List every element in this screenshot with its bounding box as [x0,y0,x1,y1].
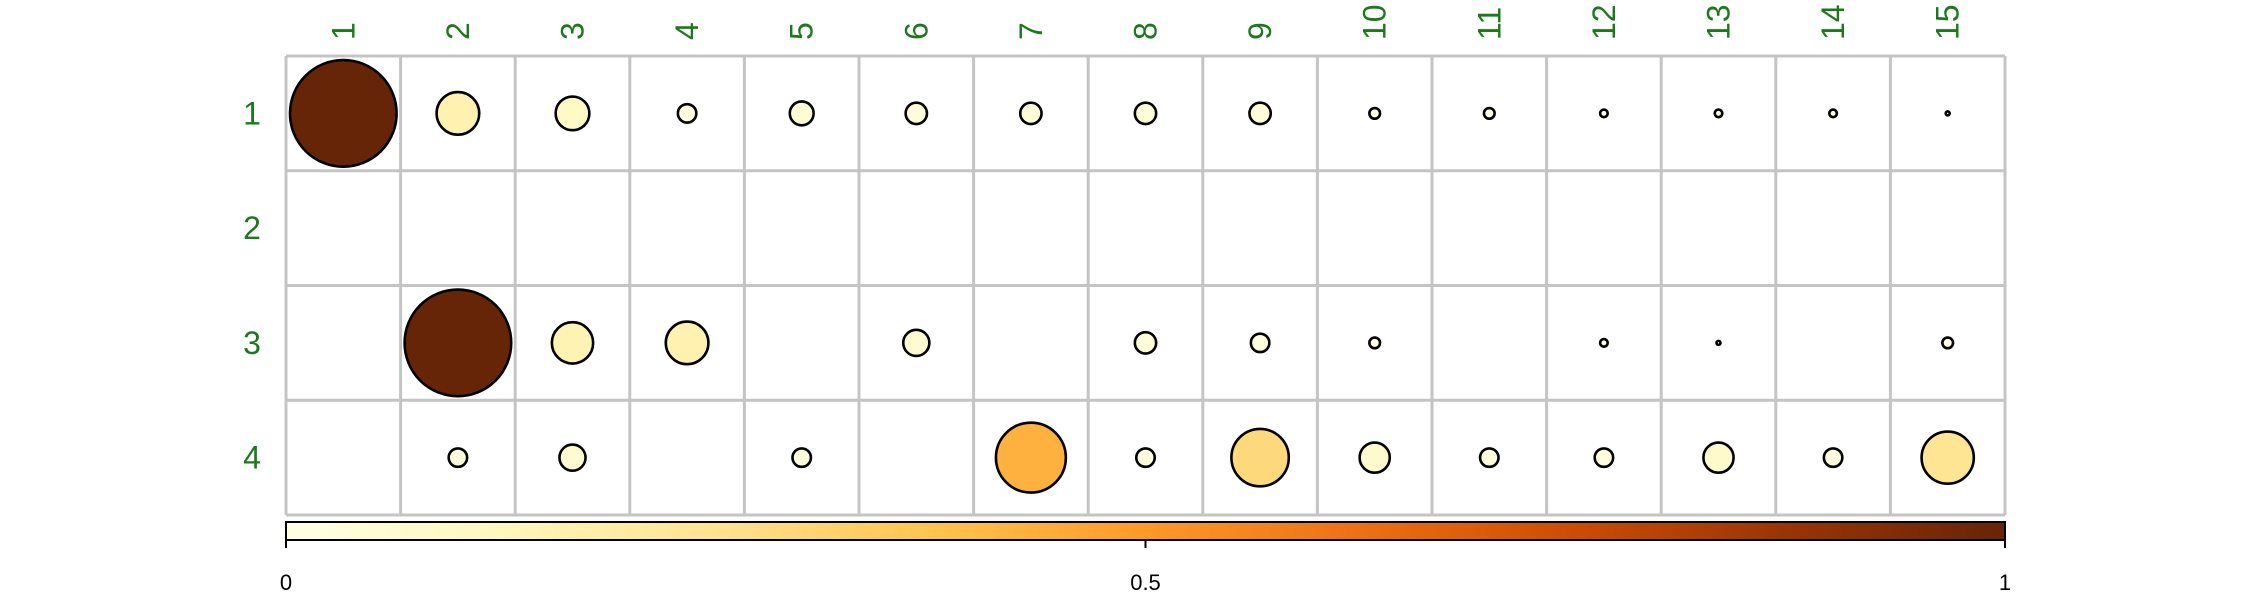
bubble-r4-c8 [1134,447,1157,469]
column-label: 9 [1242,22,1278,40]
bubble-r4-c12 [1593,447,1615,469]
row-label: 2 [243,210,261,246]
bubble-r1-c5 [788,100,815,127]
bubble-r3-c15 [1941,336,1955,350]
colorbar-tick-label: 0 [280,570,292,595]
bubble-r1-c8 [1133,101,1158,126]
column-label: 6 [898,22,934,40]
row-label: 4 [243,440,261,476]
column-label: 5 [784,22,820,40]
bubble-r3-c13 [1715,339,1722,347]
row-label: 1 [243,95,261,131]
column-label: 12 [1586,4,1622,40]
bubble-r4-c14 [1822,447,1844,469]
column-label: 11 [1471,7,1507,40]
bubble-r4-c10 [1358,441,1392,475]
bubble-r3-c8 [1133,330,1158,355]
column-label: 2 [440,22,476,40]
bubble-r1-c1 [288,58,398,168]
bubble-r1-c14 [1828,108,1839,119]
bubble-r1-c9 [1248,101,1273,126]
colorbar-tick-label: 0.5 [1130,570,1161,595]
bubble-r4-c3 [558,443,587,472]
bubble-r4-c11 [1478,447,1500,469]
colorbar-tick-label: 1 [1999,570,2011,595]
bubble-r1-c15 [1944,110,1951,117]
bubble-r4-c7 [994,421,1068,494]
column-label: 13 [1701,4,1737,40]
bubble-r4-c9 [1230,427,1291,488]
bubble-r3-c9 [1249,332,1271,354]
column-label: 10 [1357,4,1393,40]
column-label: 7 [1013,22,1049,40]
bubble-r1-c7 [1018,101,1043,126]
row-label: 3 [243,325,261,361]
bubble-r1-c13 [1713,108,1724,119]
bubble-r1-c10 [1368,106,1382,121]
bubble-r3-c4 [664,320,710,366]
bubble-r1-c12 [1598,108,1609,119]
column-label: 1 [325,22,361,40]
colorbar: 0 0.5 1 [280,521,2011,595]
bubble-r1-c6 [904,101,929,126]
bubble-r4-c15 [1920,430,1976,486]
column-label: 8 [1128,22,1164,40]
column-label: 3 [555,22,591,40]
bubbles [288,58,1976,494]
bubble-r4-c5 [791,447,813,469]
bubble-r1-c11 [1482,106,1496,121]
row-labels: 1 2 3 4 [243,95,261,475]
column-label: 4 [669,22,705,40]
bubble-r1-c3 [554,95,591,132]
bubble-r4-c13 [1702,441,1735,475]
colorbar-bar [285,521,2006,541]
bubble-r3-c3 [550,320,595,365]
bubble-r3-c6 [901,328,931,358]
bubble-r4-c2 [447,447,469,469]
column-label: 15 [1930,4,1966,40]
grid [284,54,2007,517]
bubble-r1-c2 [435,90,481,136]
column-label: 14 [1815,4,1851,40]
bubble-r3-c2 [403,288,513,398]
bubble-r1-c4 [676,102,698,124]
column-labels: 1 2 3 4 5 6 7 8 9 10 11 12 13 14 15 [325,4,1965,40]
bubble-r3-c12 [1598,337,1609,348]
bubble-r3-c10 [1368,336,1382,350]
